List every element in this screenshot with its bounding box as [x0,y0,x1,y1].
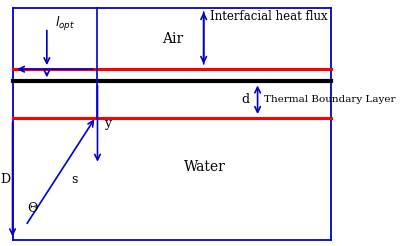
Text: Interfacial heat flux: Interfacial heat flux [210,11,328,23]
Text: Thermal Boundary Layer: Thermal Boundary Layer [264,95,396,104]
Text: Θ: Θ [27,202,38,215]
Text: $l_{opt}$: $l_{opt}$ [55,15,75,33]
Text: s: s [72,173,78,186]
Text: D: D [1,173,11,186]
Text: y: y [104,117,111,129]
Text: Water: Water [184,160,226,174]
Text: Air: Air [162,31,183,46]
Text: d: d [241,93,250,106]
